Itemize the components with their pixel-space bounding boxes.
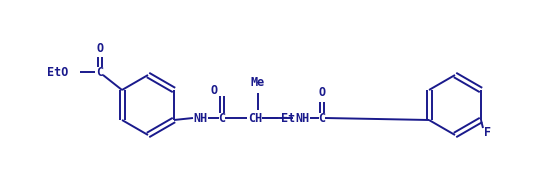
Text: O: O	[319, 86, 326, 99]
Text: O: O	[96, 42, 103, 54]
Text: NH: NH	[194, 112, 208, 125]
Text: C: C	[219, 112, 226, 125]
Text: Et: Et	[281, 112, 295, 125]
Text: CH: CH	[248, 112, 262, 125]
Text: Me: Me	[251, 77, 265, 90]
Text: EtO: EtO	[47, 66, 68, 78]
Text: NH: NH	[295, 112, 309, 125]
Text: C: C	[96, 66, 103, 78]
Text: O: O	[210, 83, 217, 96]
Text: F: F	[484, 127, 492, 139]
Text: C: C	[319, 112, 326, 125]
